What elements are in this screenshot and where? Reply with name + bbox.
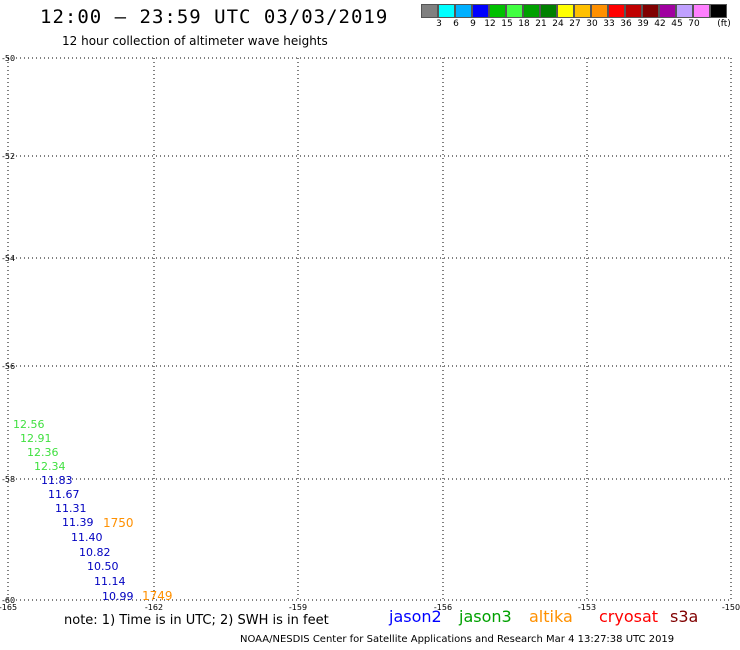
legend-label: 18 bbox=[518, 19, 530, 29]
legend-label: 15 bbox=[501, 19, 513, 29]
wave-height-value: 11.39 bbox=[62, 516, 94, 529]
legend-swatch bbox=[608, 4, 625, 18]
latitude-label: -50 bbox=[2, 54, 15, 63]
legend-swatch bbox=[523, 4, 540, 18]
wave-height-value: 12.34 bbox=[34, 460, 66, 473]
satellite-s3a: s3a bbox=[670, 607, 699, 626]
legend-label: 12 bbox=[484, 19, 496, 29]
satellite-jason3: jason3 bbox=[459, 607, 512, 626]
longitude-label: -165 bbox=[0, 603, 17, 612]
latitude-label: -54 bbox=[2, 254, 15, 263]
legend-swatch bbox=[557, 4, 574, 18]
longitude-label: -159 bbox=[289, 603, 307, 612]
legend-label: 3 bbox=[436, 19, 442, 29]
wave-height-value: 12.91 bbox=[20, 432, 52, 445]
legend-label: 6 bbox=[453, 19, 459, 29]
legend-label: 42 bbox=[654, 19, 666, 29]
legend-swatch bbox=[455, 4, 472, 18]
legend-swatch bbox=[574, 4, 591, 18]
wave-height-value: 11.40 bbox=[71, 531, 103, 544]
latitude-label: -58 bbox=[2, 475, 15, 484]
legend-label: 45 bbox=[671, 19, 683, 29]
wave-height-value: 12.36 bbox=[27, 446, 59, 459]
legend-label: 9 bbox=[470, 19, 476, 29]
satellite-altika: altika bbox=[529, 607, 573, 626]
legend-swatch bbox=[472, 4, 489, 18]
legend-label: 33 bbox=[603, 19, 615, 29]
satellite-cryosat: cryosat bbox=[599, 607, 659, 626]
legend-swatch bbox=[438, 4, 455, 18]
legend-swatch-row bbox=[421, 4, 727, 18]
legend-label: 70 bbox=[688, 19, 700, 29]
legend-label: 30 bbox=[586, 19, 598, 29]
legend-swatch bbox=[642, 4, 659, 18]
legend-label: 27 bbox=[569, 19, 581, 29]
wave-height-value: 10.50 bbox=[87, 560, 119, 573]
satellite-jason2: jason2 bbox=[389, 607, 442, 626]
wave-height-value: 10.82 bbox=[79, 546, 111, 559]
wave-height-value: 12.56 bbox=[13, 418, 45, 431]
latitude-label: -56 bbox=[2, 362, 15, 371]
map-subtitle: 12 hour collection of altimeter wave hei… bbox=[62, 34, 328, 48]
wave-height-value: 11.67 bbox=[48, 488, 80, 501]
credit-line: NOAA/NESDIS Center for Satellite Applica… bbox=[240, 634, 675, 645]
time-stamp: 1749 bbox=[142, 589, 173, 603]
legend-swatch bbox=[659, 4, 676, 18]
legend-label: 21 bbox=[535, 19, 547, 29]
legend-swatch bbox=[591, 4, 608, 18]
wave-height-value: 11.31 bbox=[55, 502, 87, 515]
latitude-label: -60 bbox=[2, 596, 15, 605]
legend-swatch bbox=[506, 4, 523, 18]
footer-note: note: 1) Time is in UTC; 2) SWH is in fe… bbox=[64, 613, 329, 628]
legend-swatch bbox=[540, 4, 557, 18]
legend-label: 36 bbox=[620, 19, 632, 29]
legend-label-row: 3 6 9 12 15 18 21 24 27 30 33 36 39 42 45 70 (ft) bbox=[421, 18, 731, 32]
legend-swatch bbox=[489, 4, 506, 18]
time-stamp: 1750 bbox=[103, 516, 134, 530]
legend-swatch bbox=[676, 4, 693, 18]
wave-height-value: 11.83 bbox=[41, 474, 73, 487]
longitude-label: -150 bbox=[722, 603, 740, 612]
legend-unit: (ft) bbox=[717, 19, 731, 29]
map-title: 12:00 – 23:59 UTC 03/03/2019 bbox=[40, 6, 389, 28]
color-scale-legend: 3 6 9 12 15 18 21 24 27 30 33 36 39 42 45 70 (ft) bbox=[421, 4, 731, 32]
longitude-label: -156 bbox=[434, 603, 452, 612]
legend-swatch bbox=[421, 4, 438, 18]
legend-label: 39 bbox=[637, 19, 649, 29]
longitude-label: -153 bbox=[578, 603, 596, 612]
legend-swatch bbox=[693, 4, 710, 18]
legend-swatch bbox=[625, 4, 642, 18]
wave-height-value: 11.14 bbox=[94, 575, 126, 588]
latitude-label: -52 bbox=[2, 152, 15, 161]
longitude-label: -162 bbox=[145, 603, 163, 612]
legend-label: 24 bbox=[552, 19, 564, 29]
wave-height-value: 10.99 bbox=[102, 590, 134, 603]
legend-swatch bbox=[710, 4, 727, 18]
